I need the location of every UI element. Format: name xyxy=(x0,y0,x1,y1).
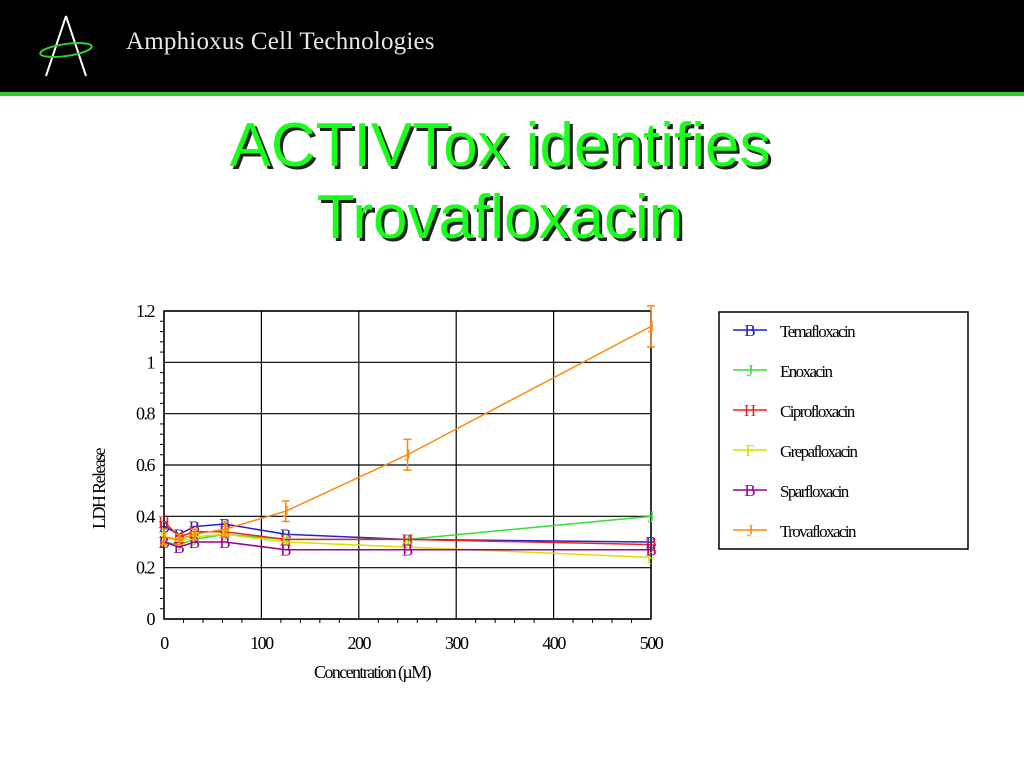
chart-series: BBBBBBBJJJJJJJHHHHHHHFFFFFFFBBBBBBBJJJJJ… xyxy=(158,305,657,567)
x-axis-label: Concentration (µM) xyxy=(314,662,432,683)
data-point-trovafloxacin: J xyxy=(161,528,168,547)
data-point-sparfloxacin: B xyxy=(402,541,413,560)
slide-title: ACTIVTox identifies Trovafloxacin xyxy=(0,110,1000,254)
series-line-trovafloxacin xyxy=(163,325,652,541)
x-tick-label: 300 xyxy=(445,633,469,653)
header-divider xyxy=(0,92,1024,96)
x-tick-label: 400 xyxy=(542,633,566,653)
slide-title-line2: Trovafloxacin xyxy=(316,183,684,252)
legend-marker-trovafloxacin: J xyxy=(747,521,754,540)
data-point-temafloxacin: B xyxy=(645,533,656,552)
company-name: Amphioxus Cell Technologies xyxy=(126,28,435,55)
y-tick-label: 0.8 xyxy=(136,404,156,424)
x-tick-label: 100 xyxy=(250,633,274,653)
x-tick-label: 0 xyxy=(160,633,169,653)
y-tick-label: 1 xyxy=(147,352,155,372)
data-point-temafloxacin: B xyxy=(280,525,291,544)
slide-title-line1: ACTIVTox identifies xyxy=(229,111,771,180)
legend-label-temafloxacin: Temafloxacin xyxy=(780,322,856,341)
data-point-ciprofloxacin: H xyxy=(401,530,413,549)
data-point-trovafloxacin: J xyxy=(222,520,229,539)
legend-box xyxy=(718,311,969,550)
legend-marker-sparfloxacin: B xyxy=(744,481,755,500)
legend-label-trovafloxacin: Trovafloxacin xyxy=(780,522,857,541)
legend-label-ciprofloxacin: Ciprofloxacin xyxy=(780,402,856,421)
plot-frame xyxy=(163,310,652,620)
data-point-trovafloxacin: J xyxy=(282,502,289,521)
y-tick-label: 0.2 xyxy=(136,558,155,578)
y-tick-label: 0.4 xyxy=(136,506,156,526)
x-tick-label: 200 xyxy=(348,633,372,653)
data-point-ciprofloxacin: H xyxy=(280,530,292,549)
y-tick-label: 1.2 xyxy=(136,301,155,321)
y-tick-label: 0.6 xyxy=(136,455,156,475)
legend-label-sparfloxacin: Sparfloxacin xyxy=(780,482,850,501)
chart-legend: B Temafloxacin J Enoxacin H Ciprofloxacin F Gre… xyxy=(718,311,969,550)
data-point-grepafloxacin: F xyxy=(646,548,655,567)
data-point-sparfloxacin: B xyxy=(189,533,200,552)
series-line-sparfloxacin xyxy=(163,541,651,551)
chart-axes: 0 100 200 300 400 500 0 0.2 0.4 0.6 0.8 1 1.2 xyxy=(136,301,665,653)
data-point-sparfloxacin: B xyxy=(174,538,185,557)
data-point-sparfloxacin: B xyxy=(645,541,656,560)
legend-marker-ciprofloxacin: H xyxy=(744,401,756,420)
data-point-temafloxacin: B xyxy=(158,518,169,537)
data-point-trovafloxacin: J xyxy=(176,530,183,549)
data-point-enoxacin: J xyxy=(648,507,655,526)
data-point-grepafloxacin: F xyxy=(281,533,290,552)
x-tick-label: 500 xyxy=(640,633,664,653)
y-axis-label: LDH Release xyxy=(89,447,109,528)
data-point-trovafloxacin: J xyxy=(648,317,655,336)
legend-label-grepafloxacin: Grepafloxacin xyxy=(780,442,859,461)
data-point-trovafloxacin: J xyxy=(191,525,198,544)
legend-marker-enoxacin: J xyxy=(747,361,754,380)
data-point-sparfloxacin: B xyxy=(280,541,291,560)
data-point-grepafloxacin: F xyxy=(403,538,412,557)
header-bar: Amphioxus Cell Technologies xyxy=(0,0,1024,92)
y-tick-label: 0 xyxy=(147,609,156,629)
amphioxus-logo-icon xyxy=(39,15,93,77)
data-point-sparfloxacin: B xyxy=(219,533,230,552)
data-point-temafloxacin: B xyxy=(189,518,200,537)
legend-label-enoxacin: Enoxacin xyxy=(780,362,833,381)
legend-marker-grepafloxacin: F xyxy=(745,441,754,460)
data-point-trovafloxacin: J xyxy=(404,446,411,465)
legend-marker-temafloxacin: B xyxy=(744,321,755,340)
data-point-ciprofloxacin: H xyxy=(158,512,170,531)
